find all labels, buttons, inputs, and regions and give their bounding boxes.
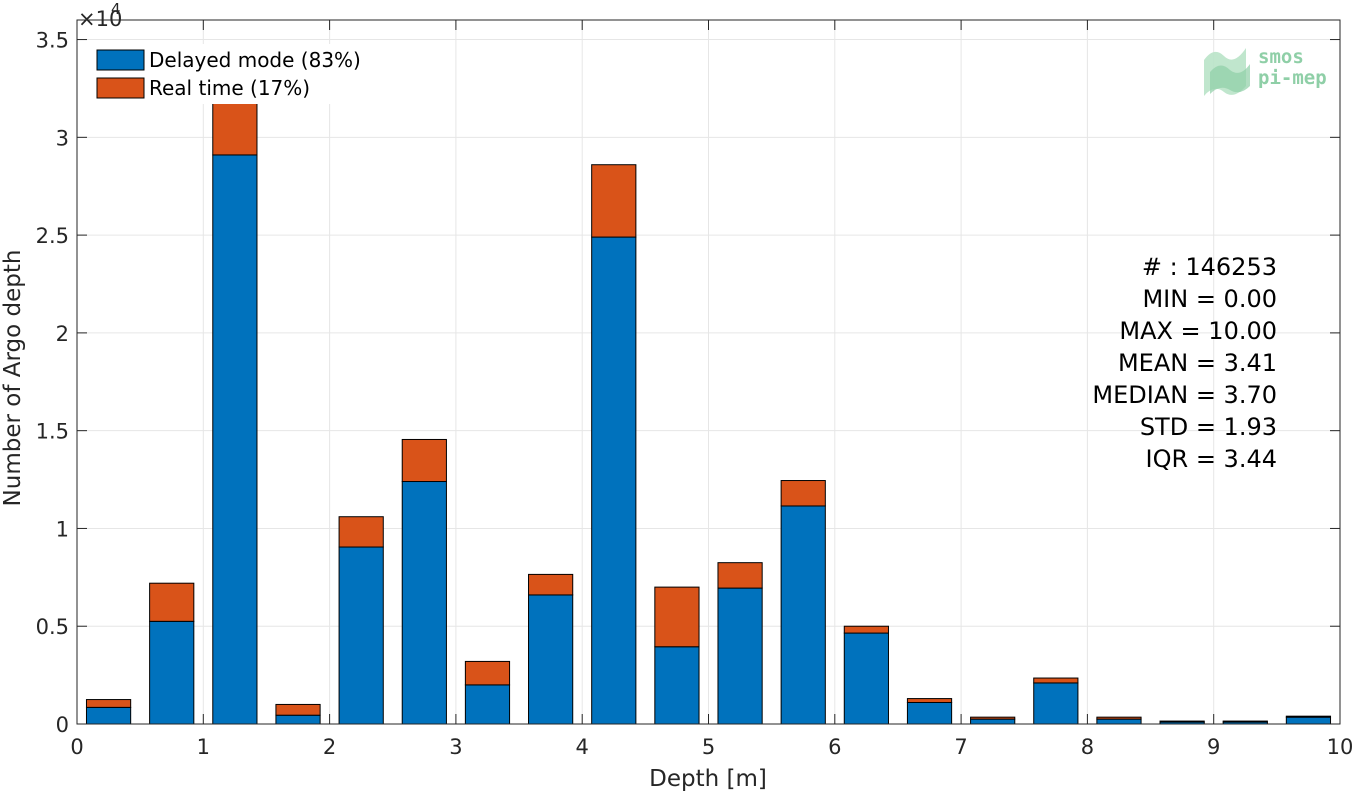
y-tick-label: 1 bbox=[56, 517, 69, 541]
bar-delayed-mode bbox=[1033, 682, 1079, 725]
bar-delayed-mode bbox=[654, 646, 700, 725]
bar-real-time bbox=[1033, 677, 1079, 684]
bar-delayed-mode bbox=[717, 587, 763, 725]
bar-delayed-mode bbox=[970, 718, 1016, 725]
legend-label-realtime: Real time (17%) bbox=[149, 76, 310, 100]
stat-max: MAX = 10.00 bbox=[1119, 317, 1277, 345]
stats-annotation: # : 146253 MIN = 0.00 MAX = 10.00 MEAN =… bbox=[1092, 253, 1277, 473]
bar-real-time bbox=[85, 699, 132, 708]
stat-iqr: IQR = 3.44 bbox=[1146, 445, 1277, 473]
bar-delayed-mode bbox=[1096, 718, 1142, 725]
x-tick-label: 5 bbox=[702, 735, 715, 759]
x-tick-label: 3 bbox=[449, 735, 462, 759]
bar-real-time bbox=[1285, 715, 1332, 718]
x-tick-label: 7 bbox=[954, 735, 967, 759]
bar-real-time bbox=[1222, 720, 1268, 723]
bar-delayed-mode bbox=[843, 632, 889, 725]
logo-text-smos: smos bbox=[1258, 46, 1304, 68]
x-tick-label: 8 bbox=[1081, 735, 1094, 759]
x-tick-label: 2 bbox=[323, 735, 336, 759]
bar-real-time bbox=[1096, 716, 1142, 720]
y-tick-label: 2 bbox=[56, 322, 69, 346]
x-tick-label: 1 bbox=[197, 735, 210, 759]
stat-min: MIN = 0.00 bbox=[1142, 285, 1277, 313]
y-exponent-label: ×10 bbox=[78, 7, 122, 31]
y-tick-label: 0 bbox=[56, 713, 69, 737]
bar-real-time bbox=[654, 586, 700, 648]
bar-real-time bbox=[970, 716, 1016, 720]
stat-std: STD = 1.93 bbox=[1140, 413, 1277, 441]
x-tick-label: 10 bbox=[1327, 735, 1354, 759]
bar-real-time bbox=[906, 698, 953, 703]
x-tick-label: 0 bbox=[70, 735, 83, 759]
bar-delayed-mode bbox=[780, 505, 826, 725]
bar-delayed-mode bbox=[212, 154, 258, 725]
bar-delayed-mode bbox=[275, 714, 321, 725]
legend-label-delayed: Delayed mode (83%) bbox=[149, 48, 361, 72]
y-tick-label: 2.5 bbox=[36, 224, 69, 248]
x-tick-label: 9 bbox=[1207, 735, 1220, 759]
bar-delayed-mode bbox=[528, 594, 574, 725]
bar-delayed-mode bbox=[906, 701, 953, 725]
stat-mean: MEAN = 3.41 bbox=[1118, 349, 1277, 377]
stat-median: MEDIAN = 3.70 bbox=[1092, 381, 1277, 409]
bar-real-time bbox=[780, 480, 826, 507]
axis-ticks: 0 1 2 3 4 5 6 7 8 9 10 0 0.5 1 1.5 2 2.5 3 3.5 bbox=[36, 20, 1354, 759]
legend: Delayed mode (83%) Real time (17%) bbox=[87, 44, 361, 104]
bar-real-time bbox=[591, 164, 637, 238]
bar-delayed-mode bbox=[464, 684, 511, 725]
bar-delayed-mode bbox=[149, 620, 195, 725]
y-tick-label: 3.5 bbox=[36, 29, 69, 53]
bar-real-time bbox=[401, 438, 447, 483]
stat-count: # : 146253 bbox=[1142, 253, 1277, 281]
y-axis-label: Number of Argo depth bbox=[0, 250, 26, 507]
logo-wave-icon-2 bbox=[1210, 64, 1250, 94]
bars bbox=[85, 46, 1332, 725]
y-tick-label: 3 bbox=[56, 126, 69, 150]
x-axis-label: Depth [m] bbox=[649, 766, 767, 792]
bar-delayed-mode bbox=[1285, 716, 1332, 725]
bar-real-time bbox=[717, 562, 763, 589]
bar-real-time bbox=[528, 573, 574, 596]
bar-delayed-mode bbox=[338, 546, 384, 725]
y-tick-label: 1.5 bbox=[36, 420, 69, 444]
bar-real-time bbox=[275, 703, 321, 716]
smos-pimep-logo: smos pi-mep bbox=[1204, 46, 1327, 96]
bar-real-time bbox=[1159, 720, 1205, 723]
legend-swatch-delayed bbox=[96, 49, 145, 71]
x-tick-label: 6 bbox=[828, 735, 841, 759]
logo-text-pimep: pi-mep bbox=[1258, 67, 1327, 89]
legend-swatch-realtime bbox=[96, 77, 145, 99]
bar-delayed-mode bbox=[85, 706, 132, 725]
y-tick-label: 0.5 bbox=[36, 615, 69, 639]
x-tick-label: 4 bbox=[576, 735, 589, 759]
bar-delayed-mode bbox=[591, 236, 637, 725]
bar-delayed-mode bbox=[401, 481, 447, 725]
bar-real-time bbox=[464, 660, 511, 686]
bar-real-time bbox=[843, 625, 889, 634]
bar-real-time bbox=[149, 582, 195, 622]
bar-real-time bbox=[338, 516, 384, 548]
y-exponent-power: 4 bbox=[111, 0, 121, 18]
